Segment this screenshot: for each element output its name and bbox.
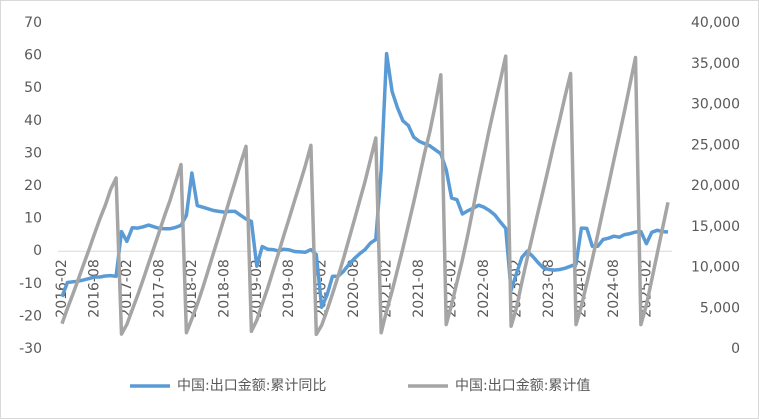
y-tick-label: 20 bbox=[24, 178, 42, 194]
x-tick-label: 2021-08 bbox=[411, 259, 427, 318]
x-tick-label: 2023-02 bbox=[509, 259, 525, 318]
x-tick-label: 2016-08 bbox=[86, 259, 102, 318]
x-tick-label: 2018-02 bbox=[184, 259, 200, 318]
y-tick-label: -10 bbox=[19, 276, 42, 292]
y-tick-label: -20 bbox=[19, 308, 42, 324]
y2-tick-label: 15,000 bbox=[691, 219, 740, 235]
x-tick-label: 2017-08 bbox=[151, 259, 167, 318]
y-tick-label: 30 bbox=[24, 145, 42, 161]
legend-label: 中国:出口金额:累计同比 bbox=[177, 378, 326, 394]
y-tick-label: 70 bbox=[24, 15, 42, 31]
y2-tick-label: 5,000 bbox=[700, 300, 740, 316]
y-tick-label: -30 bbox=[19, 341, 42, 357]
y2-tick-label: 0 bbox=[731, 341, 740, 357]
series-line bbox=[60, 54, 670, 337]
series-line bbox=[60, 51, 669, 310]
y2-tick-label: 25,000 bbox=[691, 137, 740, 153]
x-tick-label: 2022-02 bbox=[444, 259, 460, 318]
x-tick-label: 2024-08 bbox=[606, 259, 622, 318]
x-tick-label: 2017-02 bbox=[119, 259, 135, 318]
y-tick-label: 10 bbox=[24, 211, 42, 227]
x-tick-label: 2023-08 bbox=[541, 259, 557, 318]
y-tick-label: 40 bbox=[24, 113, 42, 129]
x-tick-label: 2020-08 bbox=[346, 259, 362, 318]
y2-tick-label: 30,000 bbox=[691, 97, 740, 113]
x-tick-label: 2019-08 bbox=[281, 259, 297, 318]
y2-tick-label: 10,000 bbox=[691, 260, 740, 276]
x-tick-label: 2024-02 bbox=[573, 259, 589, 318]
y2-tick-label: 40,000 bbox=[691, 15, 740, 31]
y-tick-label: 0 bbox=[33, 243, 42, 259]
x-tick-label: 2018-08 bbox=[216, 259, 232, 318]
y-tick-label: 50 bbox=[24, 80, 42, 96]
x-tick-label: 2025-02 bbox=[638, 259, 654, 318]
x-tick-label: 2022-08 bbox=[476, 259, 492, 318]
legend-label: 中国:出口金额:累计值 bbox=[455, 378, 590, 394]
y2-tick-label: 35,000 bbox=[691, 56, 740, 72]
y-tick-label: 60 bbox=[24, 48, 42, 64]
y2-tick-label: 20,000 bbox=[691, 178, 740, 194]
x-tick-label: 2021-02 bbox=[379, 259, 395, 318]
x-tick-label: 2016-02 bbox=[54, 259, 70, 318]
